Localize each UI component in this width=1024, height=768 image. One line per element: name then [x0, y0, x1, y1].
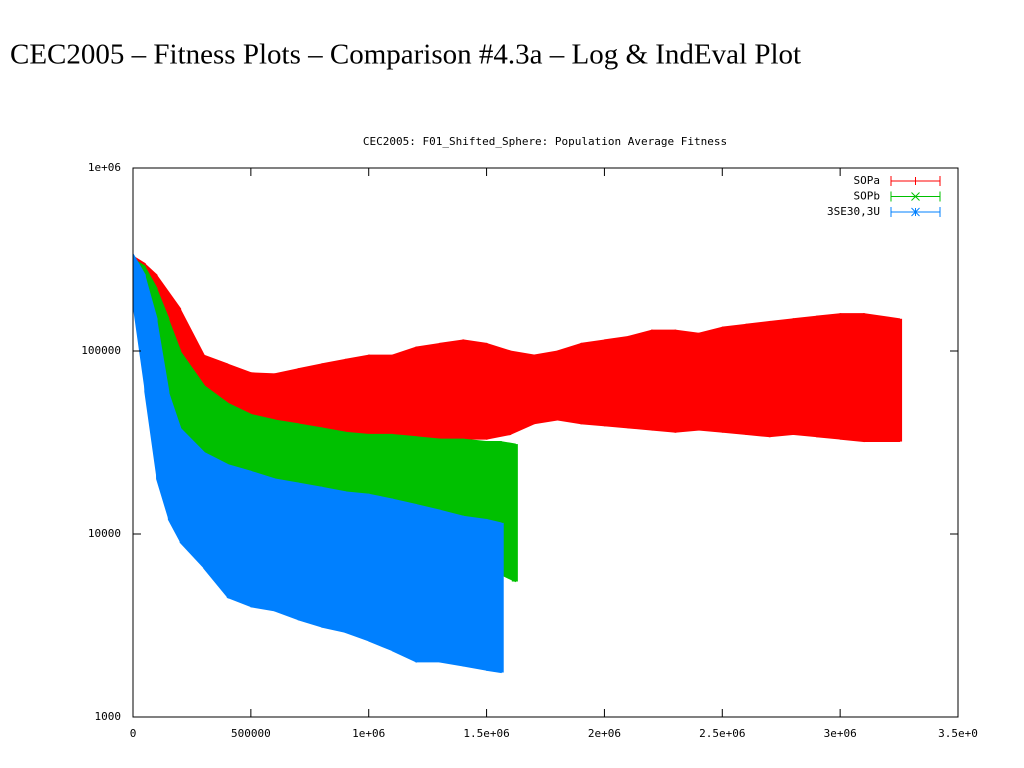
error-band [415, 436, 441, 514]
error-band [674, 329, 700, 433]
error-band [133, 252, 146, 392]
error-band [651, 329, 677, 433]
x-tick-label: 0 [130, 727, 137, 740]
error-band [462, 438, 488, 521]
error-band [344, 491, 370, 642]
error-band [250, 470, 276, 612]
error-band [391, 346, 417, 438]
error-bar [896, 318, 903, 442]
plot-area [133, 252, 903, 674]
error-band [603, 335, 629, 429]
error-band [321, 358, 347, 435]
y-tick-label: 100000 [81, 344, 121, 357]
error-bar [511, 444, 518, 582]
legend-marker [911, 207, 920, 217]
error-band [297, 363, 323, 433]
error-band [768, 318, 794, 438]
error-band [721, 323, 747, 435]
slide-title: CEC2005 – Fitness Plots – Comparison #4.… [10, 39, 801, 71]
legend-label: SOPb [854, 190, 881, 203]
error-band [698, 326, 724, 433]
error-band [839, 313, 865, 443]
error-band [580, 339, 606, 427]
x-tick-label: 500000 [231, 727, 271, 740]
error-band [438, 509, 464, 667]
error-band [415, 342, 441, 440]
error-band [462, 339, 488, 440]
error-band [509, 350, 535, 436]
y-tick-label: 1000 [95, 710, 122, 723]
error-band [438, 438, 464, 517]
legend-label: SOPa [854, 174, 881, 187]
error-band [321, 486, 347, 634]
y-tick-label: 1e+06 [88, 161, 121, 174]
error-band [792, 315, 818, 438]
x-tick-label: 2.5e+06 [699, 727, 745, 740]
error-bar [497, 522, 504, 673]
x-tick-label: 3e+06 [824, 727, 857, 740]
error-band [556, 342, 582, 425]
error-band [391, 498, 417, 663]
error-band [273, 478, 299, 621]
legend-label: 3SE30,3U [827, 205, 880, 218]
error-band [368, 354, 394, 438]
chart-title: CEC2005: F01_Shifted_Sphere: Population … [363, 135, 727, 148]
axes-frame [132, 167, 959, 718]
x-tick-label: 1.5e+06 [463, 727, 509, 740]
x-tick-label: 2e+06 [588, 727, 621, 740]
error-band [391, 433, 417, 511]
error-band [438, 339, 464, 440]
error-band [745, 320, 771, 438]
error-band [344, 354, 370, 435]
y-tick-label: 10000 [88, 527, 121, 540]
legend-marker [911, 192, 920, 201]
error-band [533, 350, 559, 425]
error-band [627, 329, 653, 431]
error-band [226, 463, 252, 608]
x-tick-label: 3.5e+0 [938, 727, 978, 740]
error-band [368, 493, 394, 652]
error-band [179, 426, 205, 570]
error-band [415, 503, 441, 663]
x-tick-label: 1e+06 [352, 727, 385, 740]
error-band [203, 451, 229, 599]
error-band [863, 313, 901, 443]
error-band [816, 313, 842, 440]
error-band [297, 482, 323, 628]
error-band [462, 515, 488, 671]
error-band [486, 342, 512, 440]
